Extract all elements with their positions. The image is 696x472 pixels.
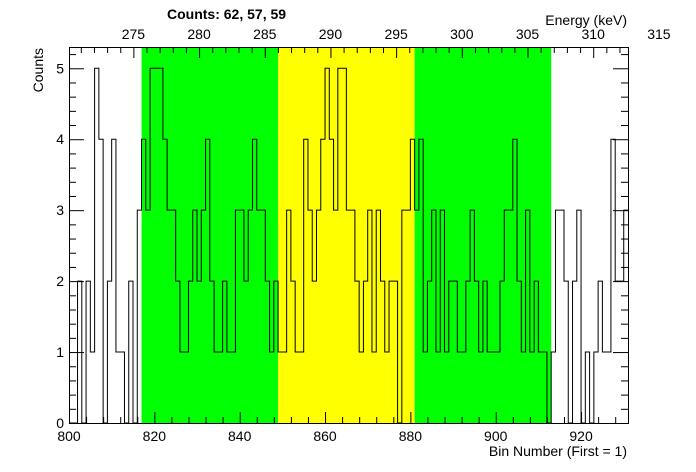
axis-ticks <box>69 47 628 424</box>
x-tick-label: 820 <box>143 428 167 444</box>
energy-tick-label: 310 <box>582 26 606 42</box>
histogram-series <box>69 67 628 424</box>
energy-axis-title: Energy (keV) <box>545 12 627 28</box>
x-tick-label: 920 <box>569 428 593 444</box>
y-tick-label: 3 <box>56 202 64 218</box>
energy-tick-label: 305 <box>516 26 540 42</box>
plot-frame <box>69 47 629 424</box>
energy-tick-label: 295 <box>384 26 408 42</box>
energy-tick-label: 300 <box>450 26 474 42</box>
y-tick-label: 4 <box>56 131 64 147</box>
x-axis-title: Bin Number (First = 1) <box>489 443 627 459</box>
y-tick-label: 2 <box>56 273 64 289</box>
energy-tick-label: 290 <box>319 26 343 42</box>
y-tick-label: 0 <box>56 415 64 431</box>
x-tick-label: 900 <box>484 428 508 444</box>
x-tick-label: 880 <box>399 428 423 444</box>
y-tick-label: 5 <box>56 60 64 76</box>
x-tick-label: 800 <box>57 428 81 444</box>
energy-tick-label: 315 <box>647 26 671 42</box>
energy-tick-label: 275 <box>122 26 146 42</box>
x-tick-label: 840 <box>228 428 252 444</box>
energy-tick-label: 285 <box>253 26 277 42</box>
y-tick-label: 1 <box>56 344 64 360</box>
y-axis-title: Counts <box>30 48 46 92</box>
energy-tick-label: 280 <box>187 26 211 42</box>
counts-title: Counts: 62, 57, 59 <box>167 6 286 22</box>
region-3 <box>414 47 552 423</box>
x-tick-label: 860 <box>313 428 337 444</box>
tick-labels: 800 820 840 860 880 900 920 0 1 2 3 4 5 275 280 285 290 2… <box>56 26 671 444</box>
